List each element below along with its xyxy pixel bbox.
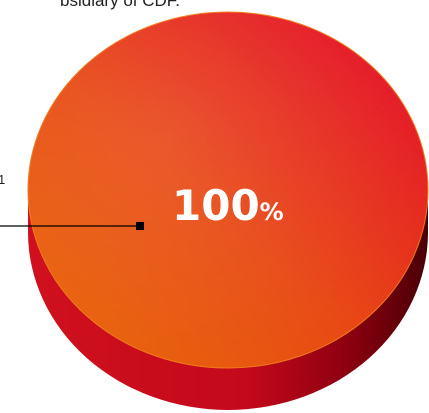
- caption-top-text: bsidiary of CDF.: [60, 0, 180, 10]
- caption-left-text: 1: [0, 172, 6, 187]
- slice-value-number: 100: [172, 181, 260, 230]
- pie-side: [28, 190, 428, 410]
- label-group: 100%: [0, 181, 284, 230]
- slice-value-unit: %: [260, 198, 284, 226]
- pie-slice-shine: [28, 12, 428, 368]
- slice-value-label: 100%: [172, 181, 284, 230]
- pie-group: [27, 11, 429, 410]
- leader-marker: [136, 222, 144, 230]
